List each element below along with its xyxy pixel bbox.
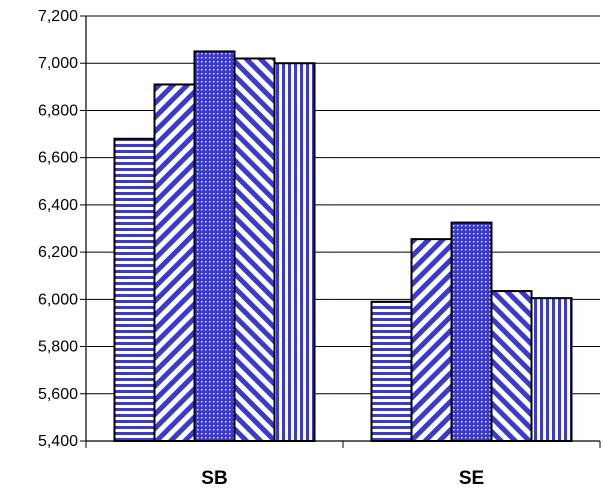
bar-sb-2 <box>153 83 196 442</box>
y-tick-label: 7,200 <box>38 8 78 25</box>
y-tick-label: 6,200 <box>38 244 78 261</box>
y-tick-label: 5,600 <box>38 386 78 403</box>
bar-sb-4 <box>233 57 276 442</box>
y-tick-label: 5,800 <box>38 339 78 356</box>
axes <box>80 15 601 448</box>
y-tick-label: 6,000 <box>38 291 78 308</box>
bar-se-1 <box>370 300 413 443</box>
y-tick-label: 6,400 <box>38 197 78 214</box>
bar-se-5 <box>530 297 573 442</box>
y-tick-label: 6,600 <box>38 150 78 167</box>
bar-sb-3 <box>193 50 236 443</box>
y-tick-label: 6,800 <box>38 102 78 119</box>
labels: 5,400 5,600 5,800 6,000 6,200 6,400 6,600 6,800… <box>38 8 484 489</box>
y-tick-label: 5,400 <box>38 433 78 450</box>
y-tick-label: 7,000 <box>38 55 78 72</box>
bar-se-4 <box>490 290 533 443</box>
bar-sb-1 <box>113 137 156 442</box>
category-label: SE <box>459 468 484 489</box>
bar-se-2 <box>410 238 453 442</box>
bar-sb-5 <box>273 62 316 442</box>
bar-se-3 <box>450 221 493 442</box>
bars <box>113 50 573 443</box>
category-label: SB <box>201 468 227 489</box>
